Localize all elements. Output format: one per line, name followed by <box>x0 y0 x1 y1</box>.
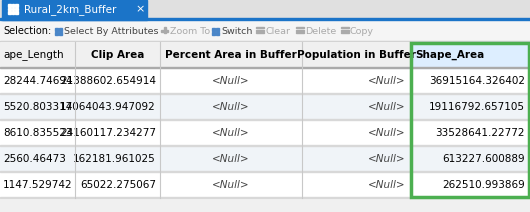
Text: Percent Area in Buffer: Percent Area in Buffer <box>165 50 297 60</box>
Bar <box>0 67 530 68</box>
Bar <box>15 7 17 10</box>
Text: 262510.993869: 262510.993869 <box>442 180 525 190</box>
Bar <box>161 30 168 32</box>
Bar <box>0 119 530 120</box>
Text: Switch: Switch <box>221 26 252 35</box>
Text: Shape_Area: Shape_Area <box>415 50 484 60</box>
Text: 24160117.234277: 24160117.234277 <box>60 128 156 138</box>
Text: 28244.74694: 28244.74694 <box>3 76 73 86</box>
Text: <Null>: <Null> <box>368 76 406 86</box>
Text: Zoom To: Zoom To <box>170 26 210 35</box>
Bar <box>212 28 215 31</box>
Bar <box>0 18 530 20</box>
Text: <Null>: <Null> <box>368 128 406 138</box>
Text: 19116792.657105: 19116792.657105 <box>429 102 525 112</box>
Bar <box>341 32 349 33</box>
Bar <box>15 4 17 7</box>
Text: 162181.961025: 162181.961025 <box>73 154 156 164</box>
Text: 36915164.326402: 36915164.326402 <box>429 76 525 86</box>
Bar <box>12 11 14 14</box>
Bar <box>0 20 530 42</box>
Text: <Null>: <Null> <box>212 128 250 138</box>
Text: 5520.803314: 5520.803314 <box>3 102 73 112</box>
Bar <box>296 29 304 31</box>
Bar <box>0 68 530 94</box>
Bar <box>296 27 304 28</box>
Text: ×: × <box>135 4 145 14</box>
Text: ape_Length: ape_Length <box>3 50 64 60</box>
Bar <box>0 172 530 198</box>
Text: Rural_2km_Buffer: Rural_2km_Buffer <box>24 4 117 15</box>
Bar <box>0 146 530 172</box>
Bar <box>410 42 530 68</box>
Text: Delete: Delete <box>305 26 336 35</box>
Bar <box>0 94 530 120</box>
Bar <box>341 27 349 28</box>
Text: 2560.46473: 2560.46473 <box>3 154 66 164</box>
Text: 65022.275067: 65022.275067 <box>80 180 156 190</box>
Bar <box>8 11 11 14</box>
Bar <box>341 29 349 31</box>
Text: <Null>: <Null> <box>368 154 406 164</box>
Text: Copy: Copy <box>350 26 374 35</box>
Bar <box>8 4 11 7</box>
Bar <box>256 29 264 31</box>
Bar <box>0 120 530 146</box>
Bar <box>58 32 61 35</box>
Text: 1147.529742: 1147.529742 <box>3 180 73 190</box>
Text: <Null>: <Null> <box>212 102 250 112</box>
Bar <box>256 27 264 28</box>
Bar <box>8 7 11 10</box>
Text: <Null>: <Null> <box>368 180 406 190</box>
Bar <box>12 7 14 10</box>
Text: Selection:: Selection: <box>3 26 51 36</box>
Bar <box>0 42 530 198</box>
Bar <box>55 32 58 35</box>
Bar <box>256 32 264 33</box>
Bar <box>296 32 304 33</box>
Bar <box>164 27 165 33</box>
Bar <box>0 41 530 42</box>
Bar <box>55 28 58 31</box>
Bar <box>411 43 529 197</box>
Text: Clear: Clear <box>265 26 290 35</box>
Text: 8610.835523: 8610.835523 <box>3 128 73 138</box>
Text: <Null>: <Null> <box>368 102 406 112</box>
Text: 17064043.947092: 17064043.947092 <box>60 102 156 112</box>
Text: <Null>: <Null> <box>212 154 250 164</box>
Text: 21388602.654914: 21388602.654914 <box>60 76 156 86</box>
Bar <box>58 28 61 31</box>
Text: Clip Area: Clip Area <box>91 50 144 60</box>
Bar <box>15 11 17 14</box>
Text: 613227.600889: 613227.600889 <box>443 154 525 164</box>
Text: <Null>: <Null> <box>212 76 250 86</box>
Bar <box>0 42 410 68</box>
Bar <box>2 0 147 20</box>
Text: 33528641.22772: 33528641.22772 <box>436 128 525 138</box>
Text: Select By Attributes: Select By Attributes <box>64 26 158 35</box>
Bar <box>216 28 218 31</box>
Text: Population in Buffer: Population in Buffer <box>297 50 416 60</box>
Text: <Null>: <Null> <box>212 180 250 190</box>
Bar <box>12 4 14 7</box>
Bar <box>0 197 530 198</box>
Bar <box>0 0 530 20</box>
Bar <box>216 32 218 35</box>
Bar <box>0 171 530 172</box>
Bar <box>0 93 530 94</box>
Bar <box>0 145 530 146</box>
Bar <box>212 32 215 35</box>
